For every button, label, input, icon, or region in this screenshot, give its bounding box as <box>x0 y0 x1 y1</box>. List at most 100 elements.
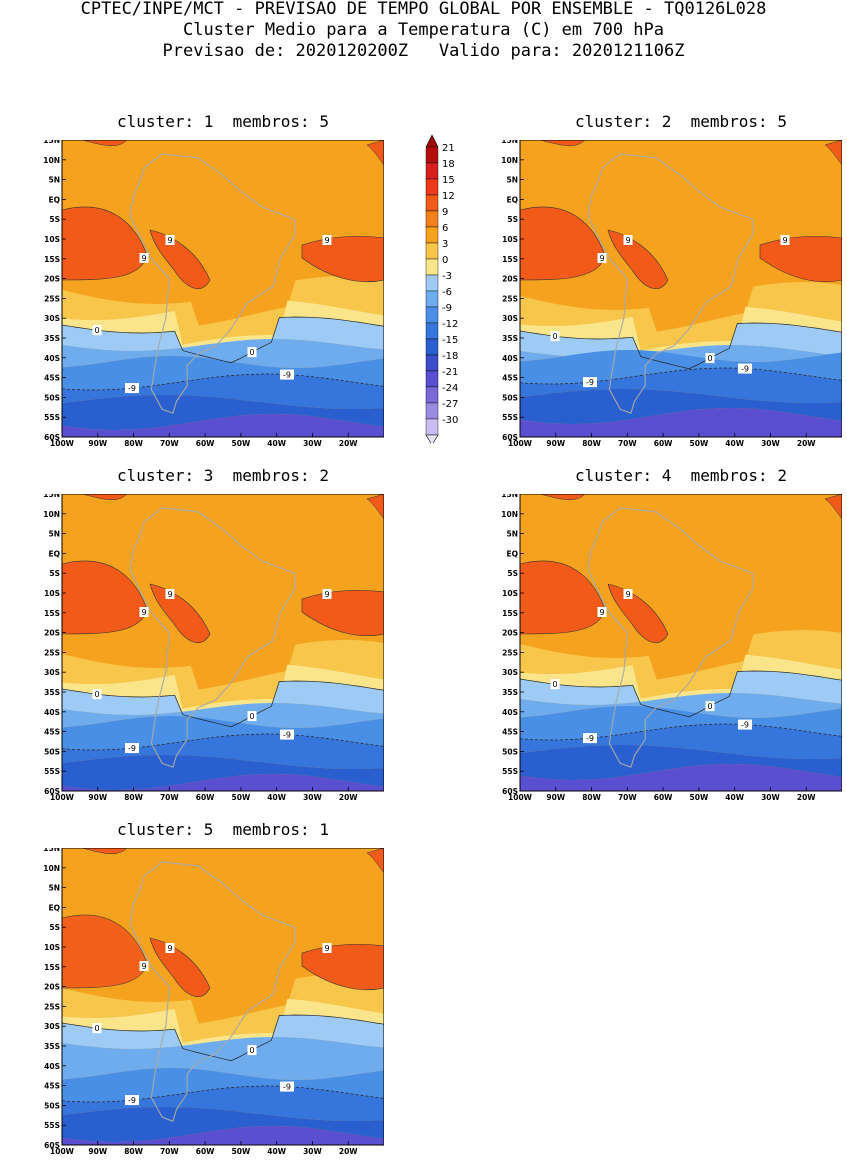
lat-label: 20S <box>502 275 518 284</box>
colorbar-level-label: -3 <box>442 271 452 282</box>
lat-label: 10N <box>501 156 518 165</box>
lat-label: 5S <box>49 569 60 578</box>
lon-label: 80W <box>124 439 143 448</box>
contour-label-text: 9 <box>625 590 630 599</box>
temp-band-3-6 <box>520 630 842 699</box>
lat-label: 40S <box>502 708 518 717</box>
temp-band-neg3-0 <box>62 1015 384 1061</box>
neg9-contour <box>520 723 842 741</box>
lon-label: 60W <box>196 1147 215 1156</box>
lat-label: 5N <box>507 176 519 185</box>
lon-label: 60W <box>654 439 673 448</box>
lon-label: 50W <box>232 439 251 448</box>
temp-band-neg12-neg9 <box>62 1086 384 1121</box>
temp-band-3-6 <box>62 276 384 345</box>
colorbar-swatch <box>425 386 439 404</box>
lat-label: 45S <box>502 374 518 383</box>
contour-label-text: 9 <box>167 590 172 599</box>
lon-label: 40W <box>725 439 744 448</box>
contour-label-text: 9 <box>141 608 146 617</box>
south-america-coastline <box>587 507 754 768</box>
header-dates-line: Previsao de: 2020120200Z Valido para: 20… <box>162 41 685 61</box>
contour-label-warm: 9 <box>139 961 149 971</box>
colorbar-swatch <box>425 322 439 340</box>
lat-label: EQ <box>507 549 519 558</box>
lat-label: 50S <box>44 747 60 756</box>
lat-label: 5S <box>49 215 60 224</box>
colorbar-swatch <box>425 194 439 212</box>
map-frame <box>519 494 842 792</box>
colorbar-level-label: 21 <box>442 143 455 154</box>
lon-label: 70W <box>618 439 637 448</box>
temp-band-0-3 <box>62 664 384 727</box>
contour-label-warm: 9 <box>597 607 607 617</box>
lat-label: 15S <box>44 255 60 264</box>
lon-label: 100W <box>508 793 533 802</box>
lon-label: 60W <box>654 793 673 802</box>
lon-label: 40W <box>725 793 744 802</box>
lon-label: 20W <box>797 439 816 448</box>
contour-label-zero: 0 <box>92 1023 102 1034</box>
lat-label: 55S <box>44 1121 60 1130</box>
neg9-contour <box>62 373 384 391</box>
warm-patch-northeast <box>824 140 842 166</box>
lon-label: 20W <box>339 1147 358 1156</box>
lat-label: 5N <box>507 530 519 539</box>
warm-patch-northeast <box>366 494 384 520</box>
colorbar-swatch <box>425 290 439 308</box>
contour-label-cold: -9 <box>280 1081 294 1092</box>
lat-label: 60S <box>502 787 518 796</box>
lat-label: 25S <box>502 648 518 657</box>
lon-label: 50W <box>690 793 709 802</box>
lon-label: 80W <box>582 439 601 448</box>
contour-label-text: 9 <box>782 236 787 245</box>
contour-label-cold: -9 <box>738 719 752 730</box>
header-subtitle-line: Cluster Medio para a Temperatura (C) em … <box>182 20 665 40</box>
lon-label: 100W <box>508 439 533 448</box>
lat-label: 10S <box>44 589 60 598</box>
panel-title: cluster: 2 membros: 5 <box>575 112 787 131</box>
neg9-contour <box>520 367 842 385</box>
temp-band-3-6 <box>520 282 842 351</box>
lon-label: 80W <box>124 793 143 802</box>
lon-label: 90W <box>546 439 565 448</box>
neg9-contour <box>62 733 384 751</box>
colorbar-swatch <box>425 242 439 260</box>
lon-label: 20W <box>339 439 358 448</box>
contour-label-text: 9 <box>324 590 329 599</box>
temp-band-neg12-neg9 <box>62 734 384 769</box>
lat-label: 55S <box>44 767 60 776</box>
contour-label-text: 9 <box>167 944 172 953</box>
lat-label: 15N <box>43 140 60 145</box>
colorbar-level-label: -30 <box>442 415 458 426</box>
temp-band-neg3-0 <box>520 671 842 717</box>
temp-band-neg18-neg15 <box>520 764 842 791</box>
lat-label: 15N <box>501 494 518 499</box>
warm-patch-atlantic <box>759 235 842 283</box>
lat-label: 35S <box>44 334 60 343</box>
lon-label: 40W <box>267 439 286 448</box>
temp-band-3-6 <box>62 974 384 1043</box>
lat-label: 15N <box>43 494 60 499</box>
lat-label: 5N <box>49 530 61 539</box>
lon-label: 90W <box>88 793 107 802</box>
south-america-coastline <box>129 153 296 414</box>
lat-label: 25S <box>44 648 60 657</box>
contour-label-text: 0 <box>707 354 712 363</box>
colorbar-level-label: -6 <box>442 287 452 298</box>
colorbar-swatch <box>425 210 439 228</box>
temp-band-neg6-neg3 <box>62 703 384 728</box>
lat-label: 60S <box>44 1141 60 1150</box>
temperature-map: 0 0 -9 -9 9 9 15N 10N 5N EQ 5S 10S 15S 20S 25S 30S 35S 40… <box>501 494 842 802</box>
contour-label-cold: -9 <box>583 733 597 744</box>
temp-band-neg15-neg12 <box>520 745 842 780</box>
lat-label: 20S <box>502 629 518 638</box>
warm-patch-andes <box>149 229 211 289</box>
contour-label-warm: 9 <box>165 589 175 599</box>
contour-label-zero: 0 <box>705 353 715 364</box>
lat-label: 10N <box>43 156 60 165</box>
temp-band-neg3-0 <box>520 323 842 369</box>
temp-band-neg18-neg15 <box>62 774 384 791</box>
colorbar-arrow-bottom <box>425 434 439 443</box>
lat-label: 25S <box>44 1002 60 1011</box>
